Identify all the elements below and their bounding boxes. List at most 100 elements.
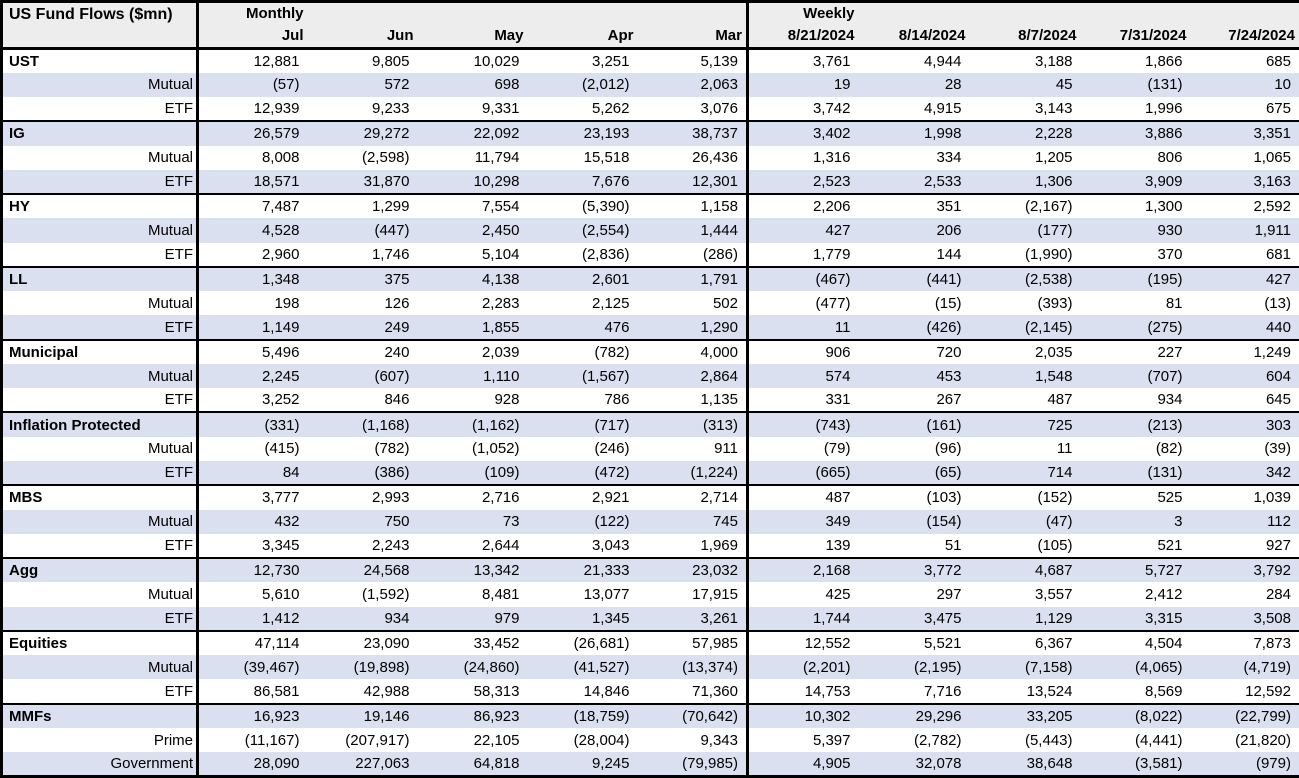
sub-row-label: Mutual bbox=[147, 149, 193, 167]
value-cell: (4,065) bbox=[1080, 655, 1191, 680]
value-cell: 720 bbox=[858, 338, 970, 364]
category-label: IG bbox=[1, 120, 198, 146]
value-cell: 1,444 bbox=[637, 218, 748, 243]
value-cell: 370 bbox=[1157, 245, 1183, 263]
value-cell: (743) bbox=[746, 411, 859, 437]
sub-row: ETF 3,252 846 928 786 1,135 331 267 487 934 645 bbox=[2, 388, 1299, 413]
value-cell: 2,412 bbox=[1144, 585, 1183, 603]
value-cell: 2,960 bbox=[196, 242, 308, 267]
value-cell: 267 bbox=[936, 391, 962, 409]
sub-row-label: ETF bbox=[164, 682, 193, 700]
value-cell: 4,687 bbox=[969, 557, 1081, 583]
sub-row-label: Government bbox=[1, 752, 198, 777]
value-cell: (131) bbox=[1080, 72, 1191, 98]
sub-row: Mutual 198 126 2,283 2,125 502 (477) (15) (393) 8… bbox=[2, 291, 1299, 316]
value-cell: 45 bbox=[969, 72, 1081, 98]
section-label-weekly: Weekly bbox=[746, 1, 859, 25]
value-cell: (39,467) bbox=[196, 655, 308, 680]
value-cell: 206 bbox=[858, 218, 970, 243]
value-cell: (286) bbox=[702, 245, 738, 263]
value-cell: 4,138 bbox=[417, 265, 528, 292]
value-cell: 31,870 bbox=[307, 169, 418, 195]
value-cell: 16,923 bbox=[196, 702, 308, 728]
value-cell: (707) bbox=[1080, 363, 1191, 389]
value-cell: 3,076 bbox=[700, 100, 738, 118]
value-cell: 5,610 bbox=[196, 582, 308, 607]
value-cell: 1,855 bbox=[417, 315, 528, 340]
value-cell: 3,261 bbox=[637, 606, 748, 631]
value-cell: (41,527) bbox=[527, 655, 638, 680]
value-cell: 1,911 bbox=[1190, 218, 1299, 243]
value-cell: (21,820) bbox=[1235, 731, 1291, 749]
category-label: Municipal bbox=[1, 338, 198, 364]
value-cell: 64,818 bbox=[417, 752, 528, 777]
value-cell: 2,168 bbox=[746, 557, 859, 583]
sub-row-label: ETF bbox=[1, 606, 198, 631]
value-cell: 685 bbox=[1190, 47, 1299, 73]
value-cell: 21,333 bbox=[527, 557, 638, 583]
column-header: 7/31/2024 bbox=[1080, 24, 1191, 50]
value-cell: 71,360 bbox=[692, 682, 738, 700]
sub-row-label: Mutual bbox=[147, 294, 193, 312]
value-cell: 4,905 bbox=[746, 752, 859, 777]
value-cell: 7,487 bbox=[196, 193, 308, 219]
value-cell: (607) bbox=[307, 363, 418, 389]
sub-row: ETF 18,571 31,870 10,298 7,676 12,301 2,523 2,5… bbox=[1, 169, 1299, 195]
value-cell: 432 bbox=[196, 509, 308, 534]
value-cell: 47,114 bbox=[196, 629, 308, 656]
value-cell: 227 bbox=[1080, 338, 1191, 364]
section-label-monthly: Monthly bbox=[196, 1, 308, 25]
value-cell: 198 bbox=[196, 291, 308, 316]
value-cell: 2,035 bbox=[969, 338, 1081, 364]
sub-row: Mutual 4,528 (447) 2,450 (2,554) 1,444 427 206(… bbox=[1, 218, 1299, 243]
column-header: Mar bbox=[637, 24, 748, 50]
value-cell: 425 bbox=[746, 582, 859, 607]
value-cell: 10 bbox=[1190, 72, 1299, 98]
value-cell: 29,272 bbox=[307, 120, 418, 146]
value-cell: 5,262 bbox=[591, 100, 630, 118]
sub-row: ETF 84 (386) (109) (472) (1,224) (665) (65) 714(… bbox=[1, 461, 1299, 486]
value-cell: 28 bbox=[858, 72, 970, 98]
value-cell: 19 bbox=[746, 72, 859, 98]
value-cell: (313) bbox=[637, 411, 748, 437]
value-cell: (2,195) bbox=[858, 655, 970, 680]
value-cell: 81 bbox=[1165, 294, 1183, 312]
value-cell: 979 bbox=[417, 606, 528, 631]
value-cell: 725 bbox=[969, 411, 1081, 437]
sub-row: Mutual 5,610 (1,592) 8,481 13,077 17,915 425 29… bbox=[2, 582, 1299, 607]
value-cell: 3,402 bbox=[746, 120, 859, 146]
column-header: Jun bbox=[307, 24, 418, 50]
value-cell: (4,719) bbox=[1190, 655, 1299, 680]
value-cell: 23,090 bbox=[307, 629, 418, 656]
sub-row: Mutual 432 750 73 (122) 745 349 (154) (47) 3 112 bbox=[1, 509, 1299, 534]
value-cell: 3,043 bbox=[591, 536, 630, 554]
value-cell: 57,985 bbox=[637, 629, 748, 656]
category-row: Agg 12,730 24,568 13,342 21,333 23,032 2,168 3,… bbox=[1, 557, 1299, 583]
value-cell: 334 bbox=[936, 149, 962, 167]
category-row: MMFs 16,923 19,146 86,923 (18,759) (70,642) 10… bbox=[1, 702, 1299, 728]
value-cell: (8,022) bbox=[1080, 702, 1191, 728]
value-cell: (131) bbox=[1080, 461, 1191, 486]
sub-row-label: ETF bbox=[1, 461, 198, 486]
value-cell: 1,744 bbox=[746, 606, 859, 631]
value-cell: 3,163 bbox=[1190, 169, 1299, 195]
sub-row: Mutual (57) 572 698 (2,012) 2,063 19 28 45 (131) 1… bbox=[1, 72, 1299, 98]
value-cell: 806 bbox=[1157, 149, 1183, 167]
value-cell: 5,139 bbox=[637, 47, 748, 73]
value-cell: 2,206 bbox=[746, 193, 859, 219]
value-cell: 5,104 bbox=[481, 245, 520, 263]
value-cell: (26,681) bbox=[527, 629, 638, 656]
value-cell: 427 bbox=[1190, 265, 1299, 292]
value-cell: 32,078 bbox=[858, 752, 970, 777]
value-cell: 144 bbox=[936, 245, 962, 263]
value-cell: 3,315 bbox=[1080, 606, 1191, 631]
value-cell: (426) bbox=[858, 315, 970, 340]
value-cell: 2,921 bbox=[527, 484, 638, 510]
value-cell: 1,158 bbox=[637, 193, 748, 219]
value-cell: (415) bbox=[196, 436, 308, 462]
value-cell: 930 bbox=[1080, 218, 1191, 243]
value-cell: (22,799) bbox=[1190, 702, 1299, 728]
value-cell: 3,345 bbox=[196, 533, 308, 559]
value-cell: 1,149 bbox=[196, 315, 308, 340]
